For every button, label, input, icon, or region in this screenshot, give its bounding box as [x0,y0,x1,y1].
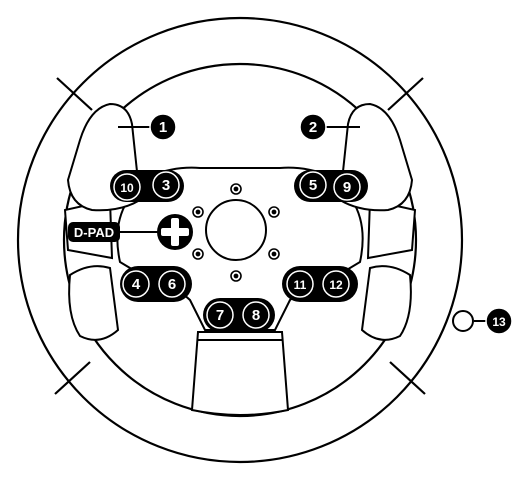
badge-label: 8 [252,307,260,324]
badge-button-11: 11 [286,270,314,298]
badge-paddle-left: 1 [149,113,177,141]
badge-paddle-right: 2 [299,113,327,141]
badge-label: 12 [329,278,343,292]
badge-label: 4 [132,276,141,293]
badge-label: 11 [294,278,307,292]
badge-label: 13 [492,315,506,329]
badge-label: 3 [162,177,170,194]
dpad-callout: D-PAD [68,222,158,242]
badge-label: 5 [309,177,317,194]
left-lower-grip [68,265,120,341]
badge-button-12: 12 [322,270,350,298]
badge-button-4: 4 [122,270,150,298]
badge-mode-button: 13 [485,307,513,335]
badge-button-5: 5 [299,171,327,199]
badge-button-6: 6 [158,270,186,298]
badge-button-10: 10 [113,173,141,201]
badge-button-9: 9 [333,173,361,201]
dpad-icon [157,214,193,250]
badge-label: 2 [309,119,317,136]
center-hub [205,199,267,261]
badge-label: 9 [343,179,351,196]
right-lower-grip [360,265,412,341]
badge-button-3: 3 [152,171,180,199]
badge-label: 6 [168,276,176,293]
badge-button-8: 8 [242,301,270,329]
badge-label: 10 [120,181,134,195]
hub-screws [192,183,280,282]
badge-label: 1 [159,119,167,136]
badge-button-7: 7 [206,301,234,329]
mode-button [452,310,474,332]
badge-label: 7 [216,307,224,324]
dpad-label: D-PAD [74,225,114,240]
